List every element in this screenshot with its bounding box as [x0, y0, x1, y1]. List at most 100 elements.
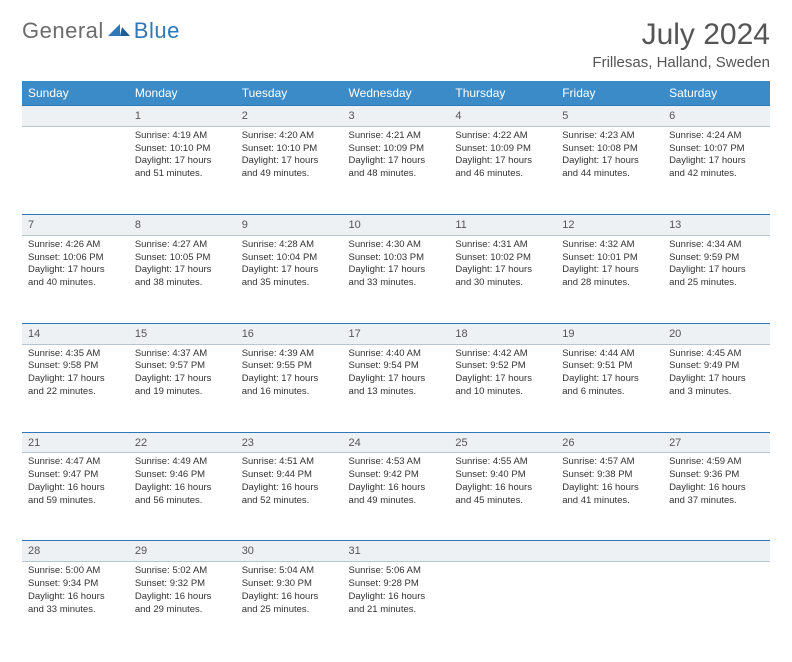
day-number-row: 28293031 [22, 541, 770, 562]
day-cell: Sunrise: 4:30 AMSunset: 10:03 PMDaylight… [343, 235, 450, 323]
sunrise-text: Sunrise: 4:24 AM [669, 130, 764, 143]
location-label: Frillesas, Halland, Sweden [592, 54, 770, 71]
day-number: 10 [343, 214, 450, 235]
sunrise-text: Sunrise: 4:39 AM [242, 348, 337, 361]
day-cell [663, 562, 770, 650]
day-content-row: Sunrise: 4:19 AMSunset: 10:10 PMDaylight… [22, 126, 770, 214]
daylight-text: and 6 minutes. [562, 386, 657, 399]
sunrise-text: Sunrise: 4:59 AM [669, 456, 764, 469]
sunset-text: Sunset: 9:36 PM [669, 469, 764, 482]
daylight-text: Daylight: 16 hours [562, 482, 657, 495]
day-number: 22 [129, 432, 236, 453]
day-number: 30 [236, 541, 343, 562]
daylight-text: and 52 minutes. [242, 495, 337, 508]
day-number: 2 [236, 106, 343, 127]
sunset-text: Sunset: 10:09 PM [455, 143, 550, 156]
sunset-text: Sunset: 10:10 PM [135, 143, 230, 156]
day-number: 31 [343, 541, 450, 562]
daylight-text: Daylight: 16 hours [28, 591, 123, 604]
day-number: 6 [663, 106, 770, 127]
daylight-text: Daylight: 16 hours [242, 591, 337, 604]
brand-part1: General [22, 18, 104, 44]
sunrise-text: Sunrise: 5:00 AM [28, 565, 123, 578]
daylight-text: Daylight: 17 hours [242, 264, 337, 277]
day-number: 19 [556, 323, 663, 344]
title-block: July 2024 Frillesas, Halland, Sweden [592, 18, 770, 71]
daylight-text: Daylight: 17 hours [669, 155, 764, 168]
day-cell: Sunrise: 4:40 AMSunset: 9:54 PMDaylight:… [343, 344, 450, 432]
sunset-text: Sunset: 10:06 PM [28, 252, 123, 265]
daylight-text: and 19 minutes. [135, 386, 230, 399]
day-number: 18 [449, 323, 556, 344]
daylight-text: and 30 minutes. [455, 277, 550, 290]
daylight-text: Daylight: 16 hours [669, 482, 764, 495]
day-number: 8 [129, 214, 236, 235]
daylight-text: Daylight: 17 hours [455, 155, 550, 168]
day-cell: Sunrise: 4:27 AMSunset: 10:05 PMDaylight… [129, 235, 236, 323]
daylight-text: Daylight: 17 hours [562, 155, 657, 168]
daylight-text: and 25 minutes. [242, 604, 337, 617]
sunset-text: Sunset: 10:04 PM [242, 252, 337, 265]
sunset-text: Sunset: 9:47 PM [28, 469, 123, 482]
sunset-text: Sunset: 9:57 PM [135, 360, 230, 373]
sunset-text: Sunset: 9:58 PM [28, 360, 123, 373]
sunset-text: Sunset: 10:10 PM [242, 143, 337, 156]
day-number: 23 [236, 432, 343, 453]
daylight-text: Daylight: 16 hours [455, 482, 550, 495]
day-cell: Sunrise: 4:55 AMSunset: 9:40 PMDaylight:… [449, 453, 556, 541]
weekday-head: Tuesday [236, 81, 343, 106]
daylight-text: Daylight: 16 hours [349, 591, 444, 604]
daylight-text: and 10 minutes. [455, 386, 550, 399]
sunrise-text: Sunrise: 4:20 AM [242, 130, 337, 143]
daylight-text: and 45 minutes. [455, 495, 550, 508]
sunset-text: Sunset: 9:54 PM [349, 360, 444, 373]
sunrise-text: Sunrise: 4:45 AM [669, 348, 764, 361]
daylight-text: and 29 minutes. [135, 604, 230, 617]
daylight-text: and 33 minutes. [349, 277, 444, 290]
daylight-text: Daylight: 17 hours [135, 155, 230, 168]
daylight-text: and 21 minutes. [349, 604, 444, 617]
daylight-text: Daylight: 16 hours [28, 482, 123, 495]
sunset-text: Sunset: 10:09 PM [349, 143, 444, 156]
day-number: 7 [22, 214, 129, 235]
day-number [663, 541, 770, 562]
day-number: 17 [343, 323, 450, 344]
calendar-table: Sunday Monday Tuesday Wednesday Thursday… [22, 81, 770, 650]
day-cell: Sunrise: 4:20 AMSunset: 10:10 PMDaylight… [236, 126, 343, 214]
day-number: 27 [663, 432, 770, 453]
daylight-text: and 49 minutes. [349, 495, 444, 508]
day-number-row: 123456 [22, 106, 770, 127]
sunrise-text: Sunrise: 5:06 AM [349, 565, 444, 578]
day-cell: Sunrise: 4:28 AMSunset: 10:04 PMDaylight… [236, 235, 343, 323]
sunrise-text: Sunrise: 4:19 AM [135, 130, 230, 143]
day-cell: Sunrise: 5:02 AMSunset: 9:32 PMDaylight:… [129, 562, 236, 650]
day-cell: Sunrise: 4:24 AMSunset: 10:07 PMDaylight… [663, 126, 770, 214]
day-cell: Sunrise: 4:35 AMSunset: 9:58 PMDaylight:… [22, 344, 129, 432]
sunset-text: Sunset: 10:01 PM [562, 252, 657, 265]
weekday-head: Wednesday [343, 81, 450, 106]
day-number: 4 [449, 106, 556, 127]
sunrise-text: Sunrise: 4:30 AM [349, 239, 444, 252]
daylight-text: Daylight: 17 hours [562, 373, 657, 386]
sunset-text: Sunset: 9:55 PM [242, 360, 337, 373]
day-cell: Sunrise: 4:47 AMSunset: 9:47 PMDaylight:… [22, 453, 129, 541]
day-number: 25 [449, 432, 556, 453]
day-cell [556, 562, 663, 650]
day-cell: Sunrise: 4:49 AMSunset: 9:46 PMDaylight:… [129, 453, 236, 541]
sunrise-text: Sunrise: 4:49 AM [135, 456, 230, 469]
daylight-text: and 42 minutes. [669, 168, 764, 181]
day-number: 5 [556, 106, 663, 127]
day-number: 14 [22, 323, 129, 344]
daylight-text: and 33 minutes. [28, 604, 123, 617]
brand-part2: Blue [134, 18, 180, 44]
day-cell [449, 562, 556, 650]
weekday-header-row: Sunday Monday Tuesday Wednesday Thursday… [22, 81, 770, 106]
daylight-text: and 56 minutes. [135, 495, 230, 508]
day-number: 26 [556, 432, 663, 453]
weekday-head: Saturday [663, 81, 770, 106]
day-cell: Sunrise: 4:37 AMSunset: 9:57 PMDaylight:… [129, 344, 236, 432]
sunrise-text: Sunrise: 4:51 AM [242, 456, 337, 469]
day-number: 12 [556, 214, 663, 235]
sunset-text: Sunset: 10:03 PM [349, 252, 444, 265]
day-cell: Sunrise: 4:34 AMSunset: 9:59 PMDaylight:… [663, 235, 770, 323]
